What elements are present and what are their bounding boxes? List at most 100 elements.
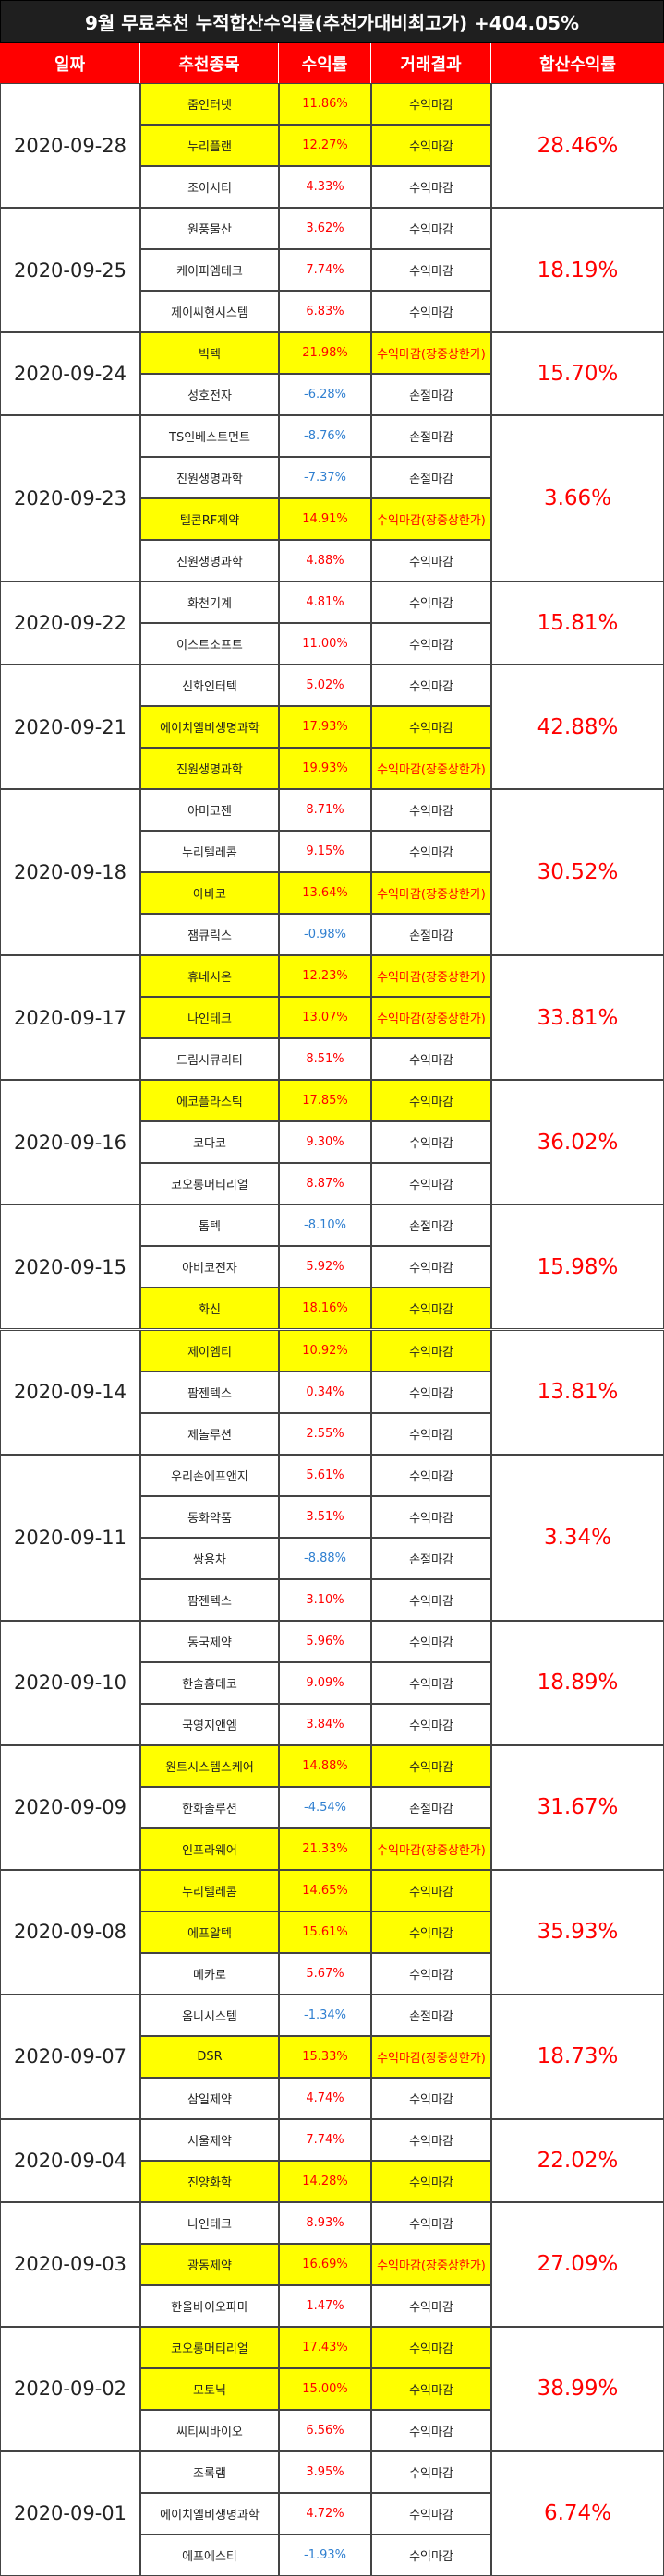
return-cell: 19.93% (279, 748, 371, 790)
return-cell: -6.28% (279, 374, 371, 416)
trade-result-cell: 수익마감 (371, 831, 491, 873)
stock-name-cell: 신화인터텍 (140, 665, 279, 707)
return-cell: 11.00% (279, 623, 371, 665)
stock-name-cell: 누리텔레콤 (140, 1869, 279, 1911)
trade-result-cell: 수익마감 (371, 208, 491, 250)
return-cell: 6.83% (279, 291, 371, 333)
trade-result-cell: 손절마감 (371, 1204, 491, 1247)
return-cell: -4.54% (279, 1786, 371, 1828)
return-cell: 6.56% (279, 2409, 371, 2451)
return-cell: 13.64% (279, 872, 371, 915)
trade-result-cell: 수익마감 (371, 540, 491, 582)
stock-name-cell: 에프에스티 (140, 2534, 279, 2576)
stock-name-cell: 에코플라스틱 (140, 1080, 279, 1122)
stock-name-cell: 우리손에프앤지 (140, 1454, 279, 1496)
trade-result-cell: 수익마감 (371, 1080, 491, 1122)
trade-result-cell: 수익마감 (371, 1952, 491, 1995)
stock-name-cell: 한올바이오파마 (140, 2284, 279, 2327)
date-cell: 2020-09-11 (0, 1454, 140, 1621)
return-cell: 9.09% (279, 1661, 371, 1704)
return-cell: 4.88% (279, 540, 371, 582)
date-cell: 2020-09-10 (0, 1620, 140, 1745)
date-cell: 2020-09-28 (0, 83, 140, 209)
trade-result-cell: 수익마감(장중상한가) (371, 997, 491, 1039)
return-cell: 12.27% (279, 125, 371, 167)
return-cell: -7.37% (279, 457, 371, 499)
return-cell: 4.72% (279, 2492, 371, 2534)
stock-name-cell: 서울제약 (140, 2118, 279, 2161)
stock-name-cell: 빅텍 (140, 332, 279, 375)
stock-name-cell: 광동제약 (140, 2243, 279, 2285)
total-return-cell: 18.73% (491, 1994, 664, 2119)
total-return-cell: 28.46% (491, 83, 664, 209)
stock-name-cell: 에프알텍 (140, 1911, 279, 1953)
trade-result-cell: 수익마감 (371, 1911, 491, 1953)
return-cell: -8.76% (279, 415, 371, 458)
date-cell: 2020-09-03 (0, 2201, 140, 2327)
stock-name-cell: 화천기계 (140, 581, 279, 624)
return-cell: 14.28% (279, 2160, 371, 2202)
stock-name-cell: 씨티씨바이오 (140, 2409, 279, 2451)
trade-result-cell: 수익마감(장중상한가) (371, 2243, 491, 2285)
return-cell: 5.96% (279, 1620, 371, 1662)
stock-name-cell: 한솔홈데코 (140, 1661, 279, 1704)
date-cell: 2020-09-24 (0, 332, 140, 416)
stock-name-cell: 잼큐릭스 (140, 914, 279, 956)
header-result: 거래결과 (371, 43, 491, 83)
trade-result-cell: 수익마감 (371, 2118, 491, 2161)
stock-name-cell: 케이피엠테크 (140, 249, 279, 292)
return-cell: 4.81% (279, 581, 371, 624)
header-total: 합산수익률 (539, 54, 616, 75)
return-cell: -1.93% (279, 2534, 371, 2576)
trade-result-cell: 수익마감 (371, 166, 491, 209)
header-stock: 추천종목 (140, 43, 279, 83)
return-cell: 18.16% (279, 1288, 371, 1330)
trade-result-cell: 손절마감 (371, 457, 491, 499)
stock-name-cell: 국영지앤엠 (140, 1703, 279, 1745)
return-cell: 10.92% (279, 1329, 371, 1372)
date-cell: 2020-09-25 (0, 208, 140, 333)
stock-name-cell: 코다코 (140, 1121, 279, 1164)
trade-result-cell: 손절마감 (371, 415, 491, 458)
trade-result-cell: 수익마감 (371, 1578, 491, 1621)
stock-name-cell: 제이씨현시스템 (140, 291, 279, 333)
date-cell: 2020-09-16 (0, 1080, 140, 1205)
header-row: 일짜 추천종목 수익률 거래결과 합산수익률 (0, 43, 664, 83)
total-return-cell: 18.89% (491, 1620, 664, 1745)
stock-name-cell: 화신 (140, 1288, 279, 1330)
trade-result-cell: 수익마감 (371, 1371, 491, 1413)
trade-result-cell: 수익마감(장중상한가) (371, 1827, 491, 1870)
stock-name-cell: 조이시티 (140, 166, 279, 209)
trade-result-cell: 수익마감 (371, 1246, 491, 1288)
return-cell: 4.33% (279, 166, 371, 209)
stock-name-cell: 줌인터넷 (140, 83, 279, 126)
total-return-cell: 22.02% (491, 2118, 664, 2202)
stock-name-cell: 톱텍 (140, 1204, 279, 1247)
return-cell: 3.51% (279, 1495, 371, 1538)
return-cell: -1.34% (279, 1994, 371, 2036)
stock-name-cell: 성호전자 (140, 374, 279, 416)
return-cell: -8.10% (279, 1204, 371, 1247)
stock-name-cell: 휴네시온 (140, 955, 279, 998)
trade-result-cell: 수익마감 (371, 1869, 491, 1911)
stock-name-cell: 진양화학 (140, 2160, 279, 2202)
return-cell: 5.61% (279, 1454, 371, 1496)
trade-result-cell: 수익마감 (371, 2160, 491, 2202)
date-cell: 2020-09-23 (0, 415, 140, 582)
stock-name-cell: 나인테크 (140, 2201, 279, 2244)
trade-result-cell: 손절마감 (371, 1537, 491, 1579)
total-return-cell: 3.34% (491, 1454, 664, 1621)
return-cell: 15.00% (279, 2367, 371, 2410)
return-cell: 3.84% (279, 1703, 371, 1745)
trade-result-cell: 손절마감 (371, 374, 491, 416)
return-cell: 5.67% (279, 1952, 371, 1995)
return-cell: 2.55% (279, 1412, 371, 1455)
date-cell: 2020-09-02 (0, 2326, 140, 2451)
stock-name-cell: 텔콘RF제약 (140, 498, 279, 541)
stock-name-cell: 코오롱머티리얼 (140, 2326, 279, 2368)
stock-name-cell: 옴니시스템 (140, 1994, 279, 2036)
stock-name-cell: 아바코 (140, 872, 279, 915)
date-cell: 2020-09-18 (0, 789, 140, 956)
total-return-cell: 30.52% (491, 789, 664, 956)
trade-result-cell: 수익마감 (371, 1454, 491, 1496)
